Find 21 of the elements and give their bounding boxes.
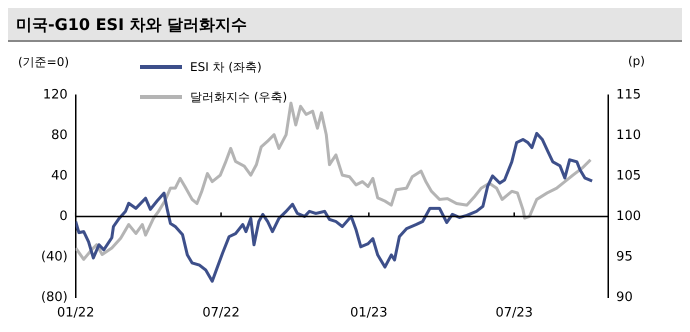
y-axis-title: (기준=0): [18, 54, 70, 71]
y2-tick-label: 110: [616, 128, 642, 143]
x-tick-label: 01/23: [350, 306, 388, 321]
y2-tick-label: 100: [616, 208, 642, 224]
y-tick-label: (40): [41, 249, 68, 264]
y2-axis-title: (p): [628, 54, 645, 68]
legend-label: 달러화지수 (우축): [190, 88, 288, 106]
y-tick-label: 120: [42, 87, 68, 102]
x-tick-label: 07/23: [495, 306, 533, 321]
chart-title: 미국-G10 ESI 차와 달러화지수: [8, 8, 682, 42]
y2-tick-label: 115: [616, 87, 642, 102]
y-tick-label: 80: [51, 128, 68, 143]
y2-tick-label: 95: [616, 249, 633, 264]
y2-tick-label: 90: [616, 290, 633, 305]
x-tick-label: 07/22: [202, 306, 240, 321]
y-tick-label: 0: [59, 208, 68, 224]
y2-tick-label: 105: [616, 168, 642, 184]
legend-label: ESI 차 (좌축): [190, 58, 262, 76]
y-tick-label: (80): [41, 290, 68, 305]
y-tick-label: 40: [51, 168, 68, 184]
x-tick-label: 01/22: [56, 306, 94, 321]
